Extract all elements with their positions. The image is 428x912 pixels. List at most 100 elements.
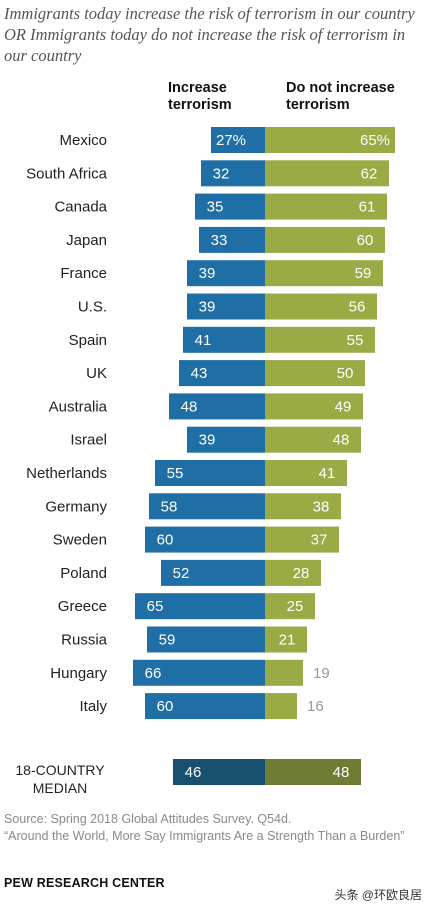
increase-value-label: 55 xyxy=(167,465,184,482)
increase-value-label: 60 xyxy=(157,698,174,715)
country-label: Germany xyxy=(45,498,107,515)
increase-value-label: 41 xyxy=(195,332,212,349)
not-increase-bar xyxy=(265,393,363,420)
increase-value-label: 39 xyxy=(199,432,216,449)
country-label: Greece xyxy=(58,598,107,615)
country-label: Canada xyxy=(54,199,107,216)
not-increase-bar xyxy=(265,127,395,153)
country-label: Hungary xyxy=(50,665,107,682)
increase-bar xyxy=(145,526,265,553)
increase-bar xyxy=(169,393,265,420)
country-label: Spain xyxy=(69,332,107,349)
pew-brand: PEW RESEARCH CENTER xyxy=(4,876,165,890)
increase-value-label: 48 xyxy=(181,398,198,415)
not-increase-value-label: 56 xyxy=(349,299,366,316)
country-label: Poland xyxy=(60,565,107,582)
not-increase-value-label: 41 xyxy=(319,465,336,482)
not-increase-bar xyxy=(265,626,307,653)
increase-value-label: 66 xyxy=(145,665,162,682)
source-text: Source: Spring 2018 Global Attitudes Sur… xyxy=(4,812,292,826)
increase-bar xyxy=(187,260,265,287)
not-increase-value-label: 37 xyxy=(311,532,328,549)
not-increase-value-label: 25 xyxy=(287,598,304,615)
increase-bar xyxy=(145,693,265,720)
not-increase-value-label: 21 xyxy=(279,632,296,649)
median-not-increase-value-label: 48 xyxy=(333,764,350,781)
not-increase-bar xyxy=(265,559,321,586)
not-increase-bar xyxy=(265,659,303,686)
not-increase-value-label: 16 xyxy=(307,698,324,715)
country-label: Japan xyxy=(66,232,107,249)
country-label: Australia xyxy=(49,398,108,415)
increase-value-label: 65 xyxy=(147,598,164,615)
watermark: 头条 @环欧良居 xyxy=(334,888,422,902)
increase-bar xyxy=(149,493,265,520)
country-label: South Africa xyxy=(26,165,108,182)
increase-value-label: 35 xyxy=(207,199,224,216)
not-increase-bar xyxy=(265,260,383,287)
not-increase-bar xyxy=(265,226,385,253)
not-increase-value-label: 55 xyxy=(347,332,364,349)
increase-bar xyxy=(183,326,265,353)
median-label-line: MEDIAN xyxy=(33,780,87,796)
not-increase-value-label: 48 xyxy=(333,432,350,449)
increase-bar xyxy=(211,127,265,153)
not-increase-bar xyxy=(265,593,315,620)
not-increase-bar xyxy=(265,360,365,387)
increase-value-label: 32 xyxy=(213,165,230,182)
not-increase-value-label: 49 xyxy=(335,398,352,415)
increase-bar xyxy=(199,226,265,253)
not-increase-value-label: 19 xyxy=(313,665,330,682)
not-increase-bar xyxy=(265,426,361,453)
not-increase-value-label: 28 xyxy=(293,565,310,582)
not-increase-bar xyxy=(265,493,341,520)
report-title: “Around the World, More Say Immigrants A… xyxy=(4,829,405,843)
not-increase-value-label: 50 xyxy=(337,365,354,382)
not-increase-bar xyxy=(265,460,347,486)
increase-value-label: 43 xyxy=(191,365,208,382)
increase-value-label: 39 xyxy=(199,265,216,282)
increase-bar xyxy=(133,659,265,686)
country-label: U.S. xyxy=(78,299,107,316)
increase-bar xyxy=(135,593,265,620)
country-label: Russia xyxy=(61,632,108,649)
source-note: Source: Spring 2018 Global Attitudes Sur… xyxy=(4,811,424,845)
increase-bar xyxy=(187,293,265,320)
country-label: Italy xyxy=(79,698,107,715)
median-increase-bar xyxy=(173,759,265,785)
not-increase-value-label: 61 xyxy=(359,199,376,216)
not-increase-bar xyxy=(265,160,389,187)
increase-value-label: 60 xyxy=(157,532,174,549)
column-header-not-increase: Do not increase terrorism xyxy=(286,80,395,113)
country-label: Mexico xyxy=(59,132,107,149)
not-increase-bar xyxy=(265,293,377,320)
median-label-line: 18-COUNTRY xyxy=(15,762,105,778)
increase-bar xyxy=(147,626,265,653)
not-increase-value-label: 59 xyxy=(355,265,372,282)
not-increase-bar xyxy=(265,326,375,353)
not-increase-value-label: 62 xyxy=(361,165,378,182)
not-increase-value-label: 65% xyxy=(360,132,390,149)
increase-bar xyxy=(179,360,265,387)
not-increase-bar xyxy=(265,693,297,720)
increase-value-label: 33 xyxy=(211,232,228,249)
increase-bar xyxy=(201,160,265,187)
increase-value-label: 52 xyxy=(173,565,190,582)
country-label: Netherlands xyxy=(26,465,107,482)
increase-bar xyxy=(161,559,265,586)
chart-title: Immigrants today increase the risk of te… xyxy=(4,4,415,65)
increase-value-label: 39 xyxy=(199,299,216,316)
increase-bar xyxy=(195,193,265,220)
country-label: France xyxy=(60,265,107,282)
country-label: Israel xyxy=(70,432,107,449)
not-increase-value-label: 60 xyxy=(357,232,374,249)
increase-bar xyxy=(155,460,265,486)
median-not-increase-bar xyxy=(265,759,361,785)
not-increase-value-label: 38 xyxy=(313,498,330,515)
not-increase-bar xyxy=(265,193,387,220)
column-header-increase: Increase terrorism xyxy=(168,80,232,113)
median-increase-value-label: 46 xyxy=(185,764,202,781)
increase-bar xyxy=(187,426,265,453)
not-increase-bar xyxy=(265,526,339,553)
